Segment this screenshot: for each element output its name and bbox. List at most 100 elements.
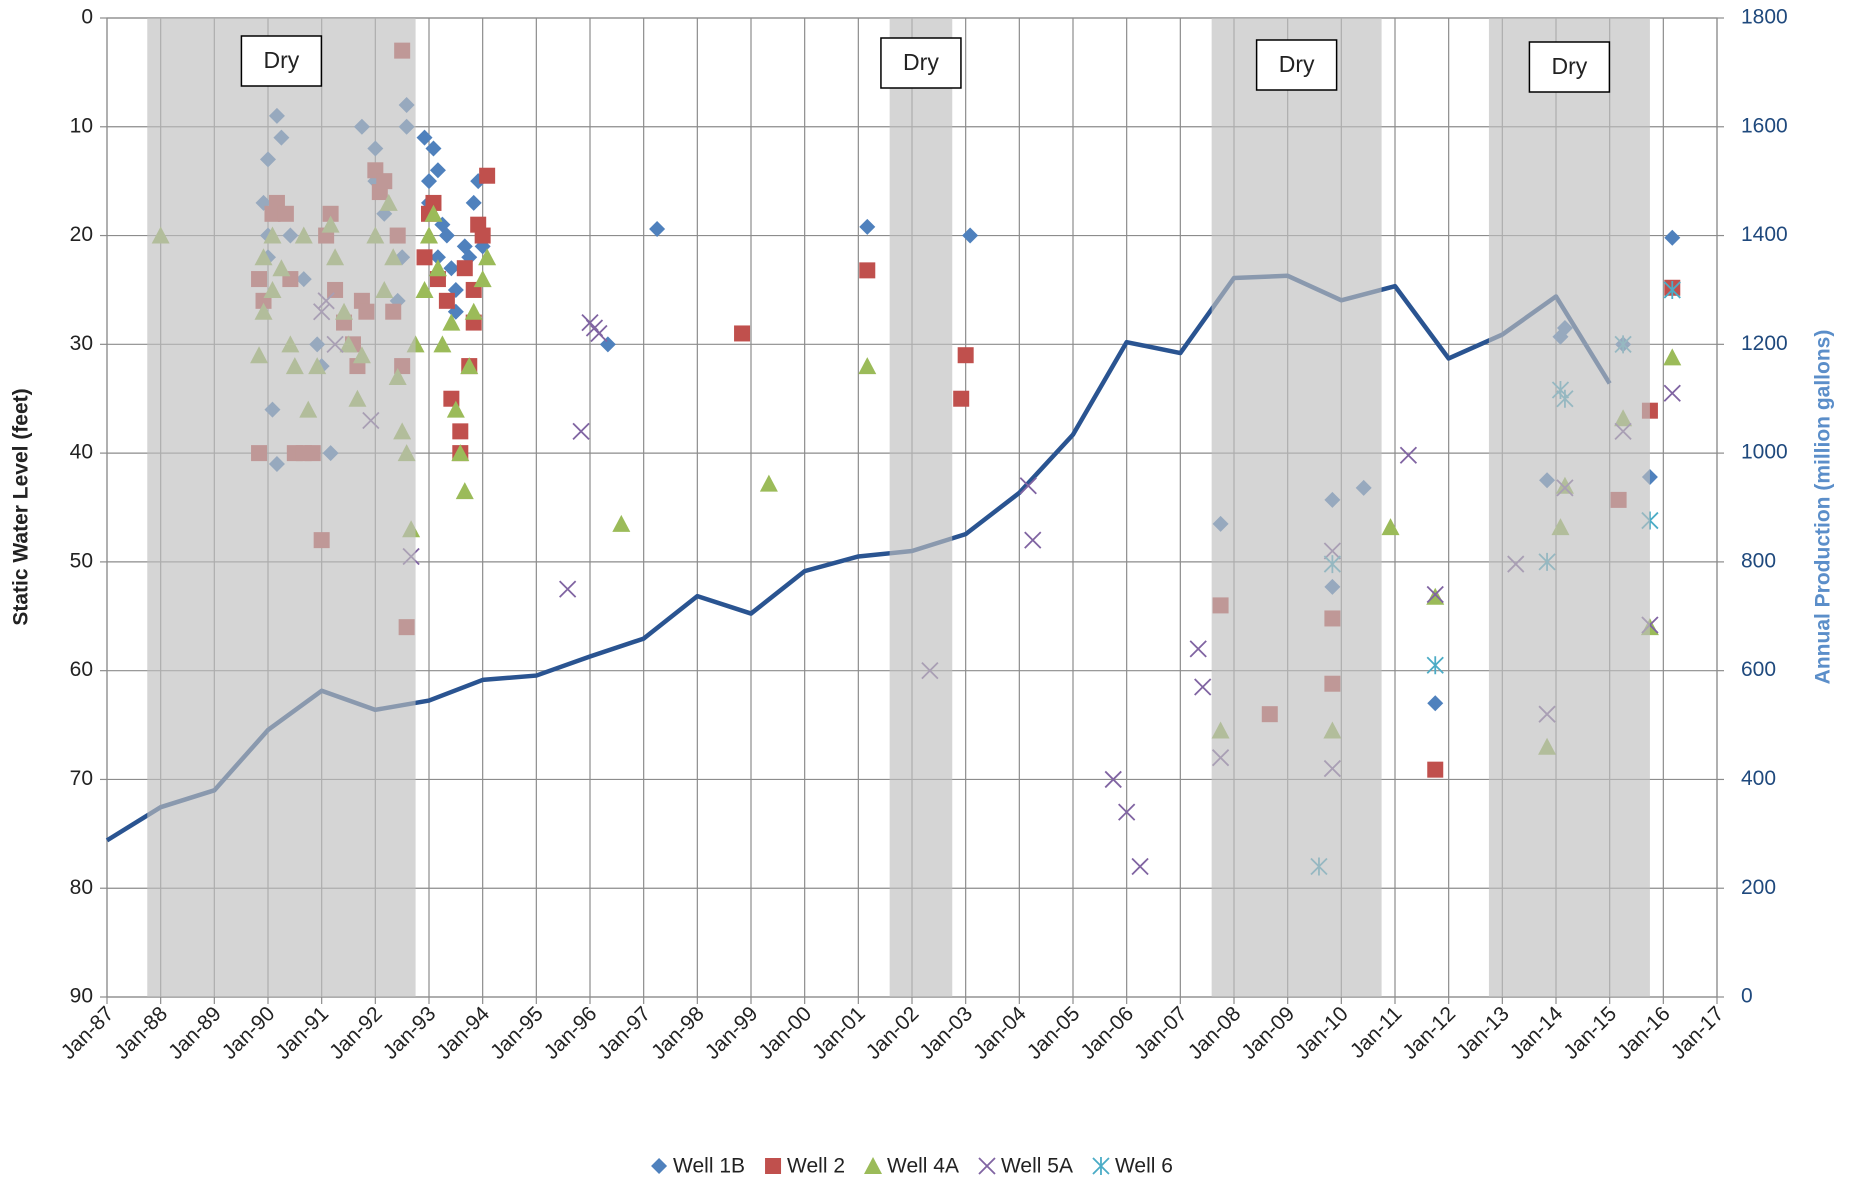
- x-tick-label: Jan-01: [808, 1002, 870, 1064]
- diamond-point: [416, 129, 433, 146]
- y-tick-label: 40: [70, 441, 93, 464]
- square-point: [1427, 761, 1444, 778]
- square-point: [425, 194, 442, 211]
- y-tick-label: 30: [70, 332, 93, 355]
- diamond-point: [425, 140, 442, 157]
- x-tick-label: Jan-04: [969, 1002, 1031, 1064]
- x-tick-label: Jan-14: [1506, 1002, 1568, 1064]
- y2-tick-label: 1800: [1741, 6, 1788, 29]
- triangle-point: [415, 280, 434, 298]
- asterisk-point: [1426, 656, 1444, 675]
- y-tick-label: 20: [70, 223, 93, 246]
- triangle-point: [612, 514, 631, 532]
- y2-tick-label: 400: [1741, 767, 1776, 790]
- x-tick-label: Jan-96: [540, 1002, 602, 1064]
- x-tick-label: Jan-89: [164, 1002, 226, 1064]
- square-point: [456, 260, 473, 277]
- diamond-point: [438, 227, 455, 244]
- dry-label-box: [1528, 41, 1611, 93]
- y2-tick-label: 200: [1741, 876, 1776, 899]
- x-tick-label: Jan-00: [754, 1002, 816, 1064]
- x-tick-label: Jan-02: [862, 1002, 924, 1064]
- asterisk-point: [1663, 280, 1681, 299]
- legend-label: Well 5A: [1001, 1155, 1073, 1178]
- x-tick-label: Jan-08: [1184, 1002, 1246, 1064]
- legend-item: Well 2: [765, 1155, 845, 1178]
- x-point: [1019, 477, 1037, 495]
- y-tick-label: 50: [70, 549, 93, 572]
- x-point: [1194, 678, 1212, 696]
- y2-tick-label: 1000: [1741, 441, 1788, 464]
- y2-tick-label: 0: [1741, 985, 1753, 1008]
- square-point: [452, 423, 469, 440]
- triangle-point: [478, 248, 497, 266]
- square-point: [859, 262, 876, 279]
- triangle-point: [864, 1157, 883, 1174]
- x-point: [1426, 585, 1444, 604]
- diamond-point: [1427, 695, 1444, 712]
- square-point: [416, 249, 433, 266]
- triangle-point: [428, 259, 447, 277]
- x-point: [1189, 640, 1207, 658]
- diamond-point: [859, 218, 876, 235]
- x-tick-label: Jan-03: [915, 1002, 977, 1064]
- y2-tick-label: 1200: [1741, 332, 1788, 355]
- diamond-point: [962, 227, 979, 244]
- legend-label: Well 6: [1115, 1155, 1173, 1178]
- square-point: [479, 167, 496, 184]
- triangle-point: [433, 335, 452, 353]
- y-tick-label: 0: [81, 6, 93, 29]
- x-tick-label: Jan-95: [486, 1002, 548, 1064]
- diamond-point: [649, 221, 666, 238]
- y-tick-label: 80: [70, 876, 93, 899]
- asterisk-point: [1092, 1157, 1110, 1175]
- diamond-point: [1664, 229, 1681, 246]
- square-point: [953, 390, 970, 407]
- triangle-point: [858, 357, 877, 375]
- y2-tick-label: 600: [1741, 658, 1776, 681]
- dry-label: Dry: [903, 49, 939, 75]
- legend-item: Well 1B: [651, 1155, 745, 1178]
- triangle-point: [442, 313, 461, 331]
- legend-item: Well 6: [1092, 1155, 1173, 1178]
- diamond-point: [429, 162, 446, 179]
- diamond-point: [429, 249, 446, 266]
- x-tick-label: Jan-97: [593, 1002, 655, 1064]
- diamond-point: [443, 260, 460, 277]
- dry-period: [1211, 18, 1382, 997]
- x-tick-label: Jan-92: [325, 1002, 387, 1064]
- triangle-point: [460, 357, 479, 375]
- legend-label: Well 2: [787, 1155, 845, 1178]
- dry-label: Dry: [264, 47, 300, 73]
- dry-label-box: [1255, 39, 1338, 91]
- x-point: [1399, 446, 1418, 464]
- y-tick-label: 90: [70, 985, 93, 1008]
- x-point: [1104, 770, 1122, 789]
- square-point: [957, 347, 974, 364]
- diamond-point: [599, 336, 616, 353]
- x-tick-label: Jan-09: [1237, 1002, 1299, 1064]
- x-tick-label: Jan-07: [1130, 1002, 1192, 1064]
- y-axis-title: Static Water Level (feet): [10, 388, 33, 625]
- x-tick-label: Jan-12: [1398, 1002, 1460, 1064]
- diamond-point: [421, 173, 437, 190]
- x-tick-label: Jan-99: [701, 1002, 763, 1064]
- dry-label-box: [880, 37, 962, 89]
- square-point: [765, 1158, 782, 1174]
- triangle-point: [473, 270, 492, 288]
- x-tick-label: Jan-93: [379, 1002, 441, 1064]
- x-tick-label: Jan-17: [1667, 1002, 1729, 1064]
- square-point: [734, 325, 751, 342]
- x-point: [572, 422, 590, 440]
- triangle-point: [446, 400, 465, 418]
- square-point: [474, 227, 491, 244]
- x-tick-label: Jan-98: [647, 1002, 709, 1064]
- dry-period: [1488, 18, 1650, 997]
- diamond-point: [651, 1158, 668, 1174]
- x-tick-label: Jan-90: [218, 1002, 280, 1064]
- x-tick-label: Jan-05: [1023, 1002, 1085, 1064]
- x-tick-label: Jan-87: [57, 1002, 119, 1064]
- x-tick-label: Jan-94: [432, 1002, 494, 1064]
